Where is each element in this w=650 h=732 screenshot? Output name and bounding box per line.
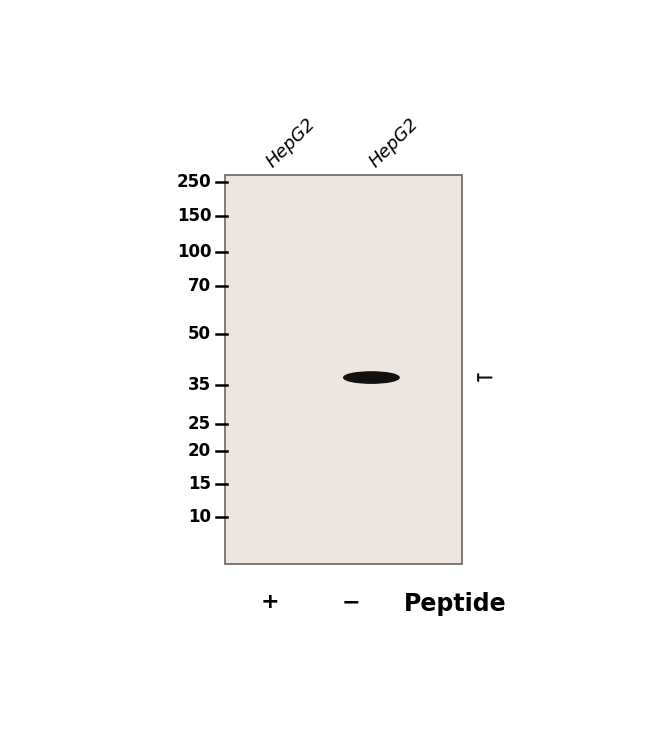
Text: 15: 15 xyxy=(188,475,211,493)
Text: 10: 10 xyxy=(188,508,211,526)
Text: +: + xyxy=(261,592,280,612)
Text: HepG2: HepG2 xyxy=(366,115,422,171)
Text: 100: 100 xyxy=(177,244,211,261)
Text: 25: 25 xyxy=(188,415,211,433)
Text: HepG2: HepG2 xyxy=(263,115,318,171)
Ellipse shape xyxy=(344,372,399,383)
Text: 150: 150 xyxy=(177,207,211,225)
Text: 20: 20 xyxy=(188,442,211,460)
Text: 50: 50 xyxy=(188,325,211,343)
Bar xyxy=(225,175,462,564)
Text: −: − xyxy=(341,592,360,612)
Text: 35: 35 xyxy=(188,376,211,395)
Text: 70: 70 xyxy=(188,277,211,295)
Text: 250: 250 xyxy=(177,173,211,191)
Text: Peptide: Peptide xyxy=(404,592,506,616)
